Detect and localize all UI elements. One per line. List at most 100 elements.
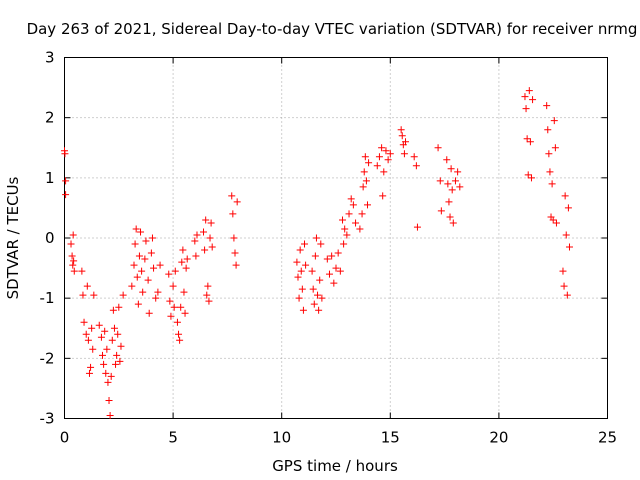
data-point — [179, 246, 187, 254]
data-point — [137, 228, 145, 236]
data-point — [100, 360, 108, 368]
data-point — [128, 282, 136, 290]
data-point — [328, 252, 336, 260]
data-point — [523, 135, 531, 143]
data-point — [360, 168, 368, 176]
x-tick-label: 0 — [60, 429, 70, 447]
data-point — [135, 252, 143, 260]
data-point — [233, 198, 241, 206]
data-point — [380, 168, 388, 176]
data-point — [359, 183, 367, 191]
data-point — [347, 195, 355, 203]
data-point — [343, 231, 351, 239]
data-point — [61, 150, 69, 158]
data-point — [173, 318, 181, 326]
data-points — [61, 87, 573, 419]
data-point — [543, 102, 551, 110]
data-point — [102, 369, 110, 377]
data-point — [363, 201, 371, 209]
data-point — [207, 219, 215, 227]
data-point — [178, 258, 186, 266]
data-point — [89, 345, 97, 353]
data-point — [107, 372, 115, 380]
data-point — [112, 360, 120, 368]
data-point — [317, 240, 325, 248]
data-point — [529, 96, 537, 104]
data-point — [352, 219, 360, 227]
data-point — [142, 237, 150, 245]
data-point — [228, 192, 236, 200]
data-point — [200, 228, 208, 236]
data-point — [294, 273, 302, 281]
data-point — [106, 411, 114, 419]
data-point — [382, 147, 390, 155]
data-point — [339, 216, 347, 224]
data-point — [297, 267, 305, 275]
data-point — [62, 191, 70, 199]
data-point — [525, 87, 533, 95]
data-point — [311, 252, 319, 260]
data-point — [379, 192, 387, 200]
data-point — [232, 261, 240, 269]
data-point — [384, 156, 392, 164]
data-point — [362, 177, 370, 185]
data-point — [358, 210, 366, 218]
data-point — [310, 300, 318, 308]
data-point — [365, 159, 373, 167]
data-point — [398, 132, 406, 140]
chart-title: Day 263 of 2021, Sidereal Day-to-day VTE… — [27, 20, 638, 38]
data-point — [156, 261, 164, 269]
data-point — [312, 234, 320, 242]
data-point — [524, 171, 532, 179]
data-point — [443, 156, 451, 164]
data-point — [104, 378, 112, 386]
data-point — [298, 285, 306, 293]
data-point — [139, 288, 147, 296]
data-point — [302, 261, 310, 269]
x-tick-label: 5 — [168, 429, 178, 447]
data-point — [133, 273, 141, 281]
data-point — [144, 276, 152, 284]
data-point — [560, 282, 568, 290]
data-point — [361, 153, 369, 161]
data-point — [134, 300, 142, 308]
data-point — [410, 153, 418, 161]
data-point — [378, 144, 386, 152]
data-point — [330, 279, 338, 287]
data-point — [549, 216, 557, 224]
data-point — [318, 294, 326, 302]
data-point — [69, 231, 77, 239]
data-point — [345, 210, 353, 218]
data-point — [170, 303, 178, 311]
data-point — [446, 213, 454, 221]
data-point — [171, 267, 179, 275]
data-point — [204, 282, 212, 290]
data-point — [527, 174, 535, 182]
data-point — [563, 291, 571, 299]
data-point — [230, 234, 238, 242]
data-point — [175, 330, 183, 338]
data-point — [114, 330, 122, 338]
data-point — [456, 183, 464, 191]
data-point — [70, 267, 78, 275]
data-point — [79, 291, 87, 299]
data-point — [87, 363, 95, 371]
data-point — [386, 150, 394, 158]
data-point — [299, 306, 307, 314]
data-point — [70, 257, 78, 265]
y-axis-label: SDTVAR / TECUs — [4, 176, 22, 299]
data-point — [454, 168, 462, 176]
data-point — [95, 321, 103, 329]
data-point — [559, 267, 567, 275]
data-point — [154, 288, 162, 296]
data-point — [293, 258, 301, 266]
data-point — [400, 150, 408, 158]
axis-ticks: 0 5 10 15 20 25 -3 -2 -1 0 1 2 3 — [40, 49, 618, 447]
x-tick-label: 10 — [272, 429, 291, 447]
data-point — [208, 243, 216, 251]
y-tick-label: 3 — [45, 49, 55, 67]
data-point — [131, 240, 139, 248]
data-point — [141, 255, 149, 263]
data-point — [373, 162, 381, 170]
data-point — [180, 288, 188, 296]
